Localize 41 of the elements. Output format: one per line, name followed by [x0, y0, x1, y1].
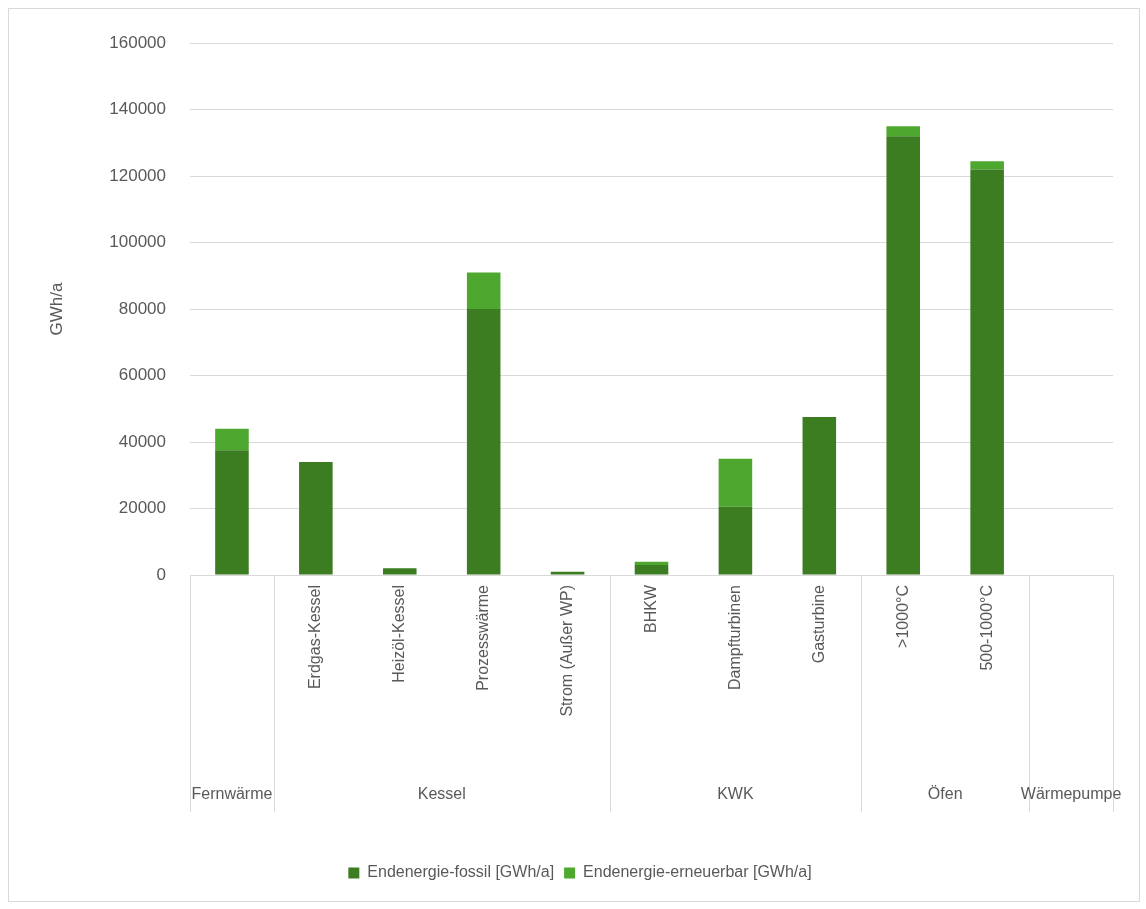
bar	[215, 428, 249, 451]
text: Öfen	[927, 785, 963, 803]
bar	[550, 571, 585, 575]
y-tick-label: 40000	[118, 431, 166, 451]
bar	[718, 506, 753, 575]
text: Fernwärme	[191, 785, 273, 803]
x-tick-label: Heizöl-Kessel	[390, 585, 408, 683]
x-tick-label: Gasturbine	[809, 584, 827, 664]
bar	[299, 461, 333, 575]
legend-label: Endenergie-fossil [GWh/a]	[367, 863, 555, 881]
text: KWK	[717, 785, 754, 803]
x-tick-label: Prozesswärme	[474, 584, 492, 691]
x-tick-label: Dampfturbinen	[725, 585, 743, 690]
bar	[466, 272, 501, 310]
y-axis-title: GWh/a	[46, 282, 66, 336]
bar	[970, 169, 1004, 575]
x-tick-label: 500-1000°C	[977, 585, 995, 671]
x-tick-label: BHKW	[641, 584, 659, 633]
legend-label: Endenergie-erneuerbar [GWh/a]	[583, 863, 812, 881]
y-tick-label: 100000	[109, 232, 166, 252]
y-tick-label: 140000	[109, 99, 166, 119]
bar	[215, 450, 249, 575]
y-tick-label: 80000	[118, 298, 166, 318]
bar	[382, 568, 417, 575]
text: Kessel	[417, 785, 466, 803]
bar	[802, 417, 837, 575]
y-tick-label: 120000	[109, 165, 166, 185]
bar	[634, 565, 669, 575]
bar	[886, 136, 921, 575]
text: Wärmepumpe	[1020, 785, 1122, 803]
bar	[886, 126, 921, 137]
x-tick-label: Strom (Außer WP)	[558, 585, 575, 717]
bar	[718, 458, 753, 507]
y-tick-label: 0	[156, 564, 166, 584]
x-tick-label: >1000°C	[893, 585, 911, 648]
bar	[970, 161, 1004, 170]
y-tick-label: 160000	[109, 32, 166, 52]
bar	[466, 309, 501, 575]
y-tick-label: 20000	[118, 498, 166, 518]
y-tick-label: 60000	[118, 365, 166, 385]
x-tick-label: Erdgas-Kessel	[306, 585, 324, 690]
